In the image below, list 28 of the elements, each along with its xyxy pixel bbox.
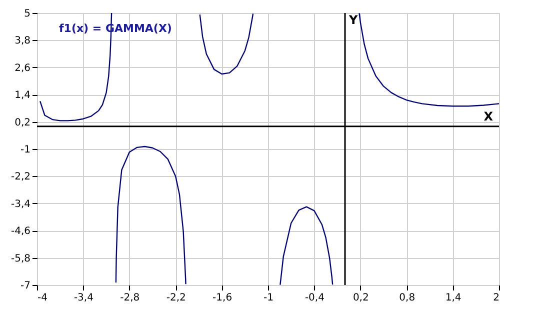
y-tick-label: -1 — [20, 144, 30, 156]
x-tick-label: -4 — [38, 292, 48, 304]
y-tick-label: 1,4 — [14, 90, 30, 102]
y-tick-label: -4,6 — [10, 226, 30, 238]
x-tick-label: -3,4 — [74, 292, 94, 304]
y-tick-label: -3,4 — [10, 198, 30, 210]
y-tick-label: 2,6 — [14, 62, 30, 74]
y-tick-label: 5 — [24, 8, 30, 20]
y-tick-label: -5,8 — [10, 253, 30, 264]
y-tick-label: 3,8 — [14, 36, 30, 47]
y-tick-label: 0,2 — [14, 117, 30, 128]
line-series — [115, 146, 186, 285]
x-tick-label: 1,4 — [445, 292, 462, 304]
y-tick-label: -2,2 — [10, 172, 30, 183]
ref-line-label: X — [484, 109, 494, 124]
line-series — [280, 206, 334, 285]
ref-line-label: Y — [348, 13, 358, 27]
line-series — [199, 13, 254, 75]
x-tick-label: 2 — [493, 292, 500, 304]
x-tick-label: -2,2 — [166, 292, 186, 304]
x-tick-label: 0,2 — [352, 292, 369, 304]
x-tick-label: -2,8 — [120, 292, 140, 304]
x-tick-label: 0,8 — [399, 292, 416, 304]
x-tick-label: -1,6 — [212, 292, 232, 304]
x-tick-label: -1 — [264, 292, 274, 304]
y-tick-label: -7 — [20, 280, 30, 292]
x-tick-label: -0,4 — [304, 292, 324, 304]
line-series — [358, 13, 499, 107]
